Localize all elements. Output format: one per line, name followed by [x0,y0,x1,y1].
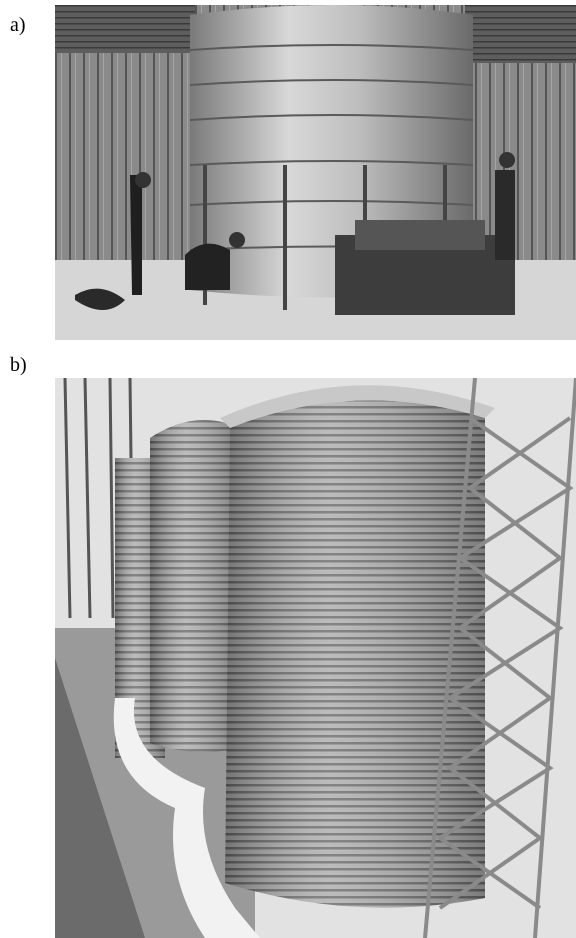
photo-silo-assembly [55,5,576,340]
panel-label: b) [10,354,27,376]
panel-label: a) [10,14,26,36]
photo-grain-silos [55,378,576,938]
